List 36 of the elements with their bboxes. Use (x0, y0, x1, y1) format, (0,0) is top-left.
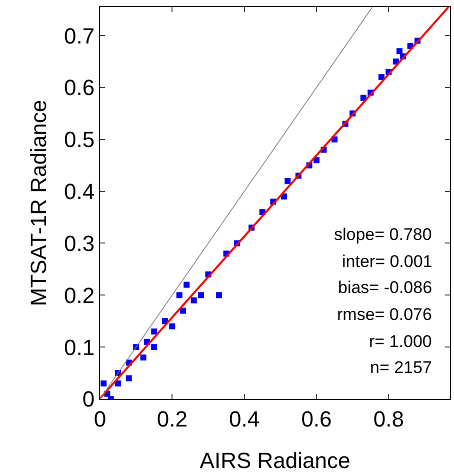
annotation: r= 1.000 (369, 332, 432, 351)
y-axis-title: MTSAT-1R Radiance (26, 100, 51, 306)
x-tick-label: 0.8 (373, 406, 404, 432)
y-tick-label: 0.3 (64, 230, 95, 256)
y-tick-label: 0.1 (64, 334, 95, 360)
point (284, 178, 291, 184)
y-tick-label: 0.6 (64, 75, 95, 100)
annotation: bias= -0.086 (338, 278, 432, 297)
annotation: slope= 0.780 (334, 225, 432, 244)
y-tick-label: 0.7 (64, 23, 95, 48)
annotation: n= 2157 (370, 358, 432, 377)
x-tick-label: 0.2 (156, 406, 188, 432)
y-tick-label: 0.4 (64, 179, 95, 204)
annotation: inter= 0.001 (342, 252, 432, 271)
x-tick-label: 0.4 (229, 406, 260, 432)
x-tick-label: 0.6 (301, 406, 332, 432)
y-tick-label: 0 (82, 386, 95, 412)
point (378, 74, 384, 80)
point (169, 323, 176, 330)
point (115, 380, 122, 386)
point (396, 48, 402, 54)
point (126, 375, 132, 382)
point (184, 282, 190, 288)
point (176, 292, 182, 298)
annotation: rmse= 0.076 (337, 305, 432, 324)
point (100, 380, 107, 386)
point (151, 328, 158, 334)
point (140, 354, 146, 360)
point (151, 344, 158, 350)
x-axis-title: AIRS Radiance (200, 448, 350, 473)
point (190, 297, 197, 304)
y-tick-label: 0.5 (64, 127, 95, 152)
point (198, 292, 204, 298)
y-tick-label: 0.2 (64, 282, 95, 308)
point (180, 308, 186, 314)
point (216, 292, 222, 298)
